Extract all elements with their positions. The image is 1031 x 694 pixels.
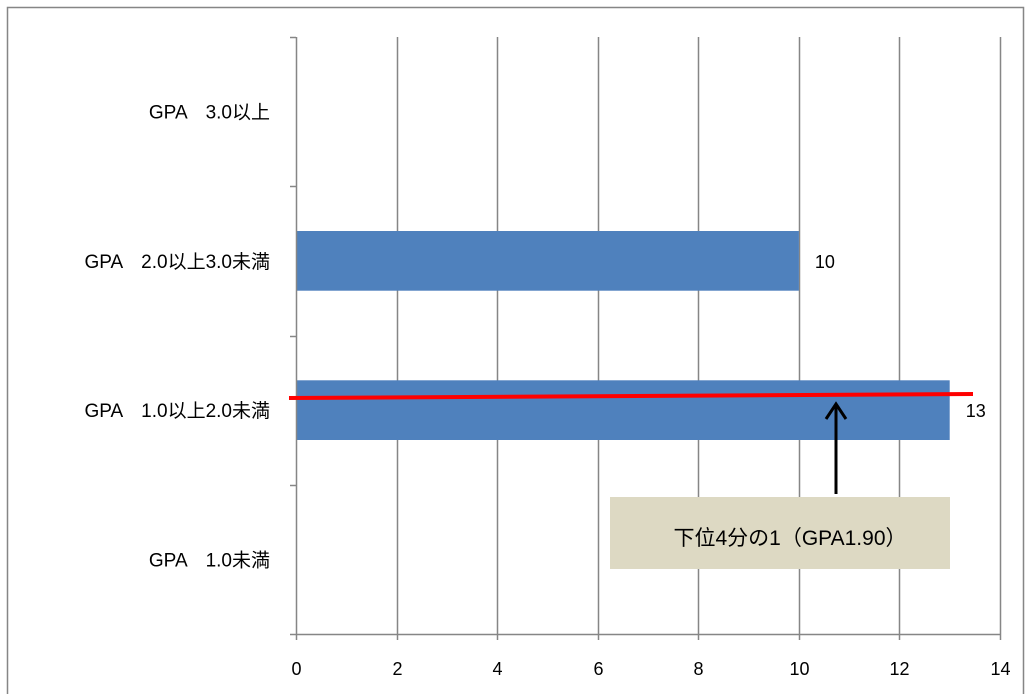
x-tick-label: 14 bbox=[990, 659, 1010, 679]
x-tick-label: 0 bbox=[291, 659, 301, 679]
category-label: GPA 3.0以上 bbox=[149, 102, 270, 124]
category-label: GPA 2.0以上3.0未満 bbox=[85, 251, 271, 273]
data-label: 13 bbox=[966, 401, 986, 421]
bar bbox=[296, 380, 950, 440]
data-label: 10 bbox=[815, 252, 835, 272]
arrow-head-icon bbox=[824, 401, 848, 420]
annotation-box bbox=[610, 497, 950, 569]
x-tick-label: 8 bbox=[693, 659, 703, 679]
category-label: GPA 1.0以上2.0未満 bbox=[85, 400, 271, 422]
x-tick-label: 10 bbox=[789, 659, 809, 679]
x-tick-label: 2 bbox=[392, 659, 402, 679]
threshold-line bbox=[288, 392, 974, 400]
annotation-text: 下位4分の1（GPA1.90） bbox=[673, 527, 906, 550]
bar bbox=[296, 231, 799, 291]
annotation: 下位4分の1（GPA1.90） bbox=[288, 392, 974, 569]
x-tick-label: 12 bbox=[889, 659, 909, 679]
category-label: GPA 1.0未満 bbox=[149, 549, 270, 571]
x-tick-label: 4 bbox=[492, 659, 502, 679]
x-tick-label: 6 bbox=[593, 659, 603, 679]
chart-frame bbox=[6, 6, 1025, 694]
